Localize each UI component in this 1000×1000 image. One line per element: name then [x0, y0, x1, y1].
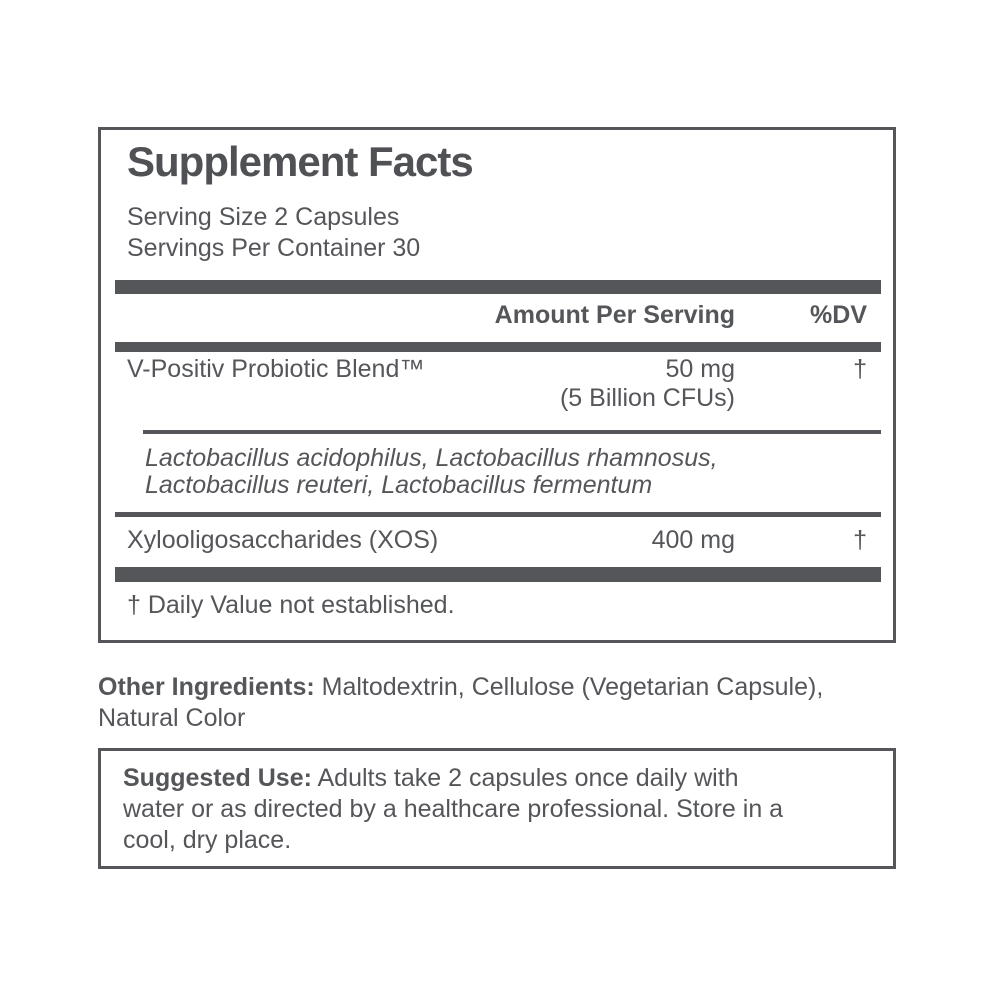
other-ingredients-text: Maltodextrin, Cellulose (Vegetarian Caps…: [314, 673, 824, 701]
panel-title: Supplement Facts: [127, 138, 474, 185]
suggested-use-line-3: cool, dry place.: [123, 826, 292, 854]
suggested-use-line-1: Suggested Use: Adults take 2 capsules on…: [123, 763, 883, 794]
supplement-facts-panel: Supplement Facts Serving Size 2 Capsules…: [98, 127, 896, 643]
ingredient-name: V-Positiv Probiotic Blend™: [127, 355, 425, 383]
amount-value: 50 mg: [665, 355, 735, 383]
ingredient-amount: 400 mg: [651, 526, 735, 554]
suggested-use-box: Suggested Use: Adults take 2 capsules on…: [98, 748, 896, 869]
ingredient-amount: 50 mg (5 Billion CFUs): [560, 355, 735, 413]
blend-ingredients-line-2: Lactobacillus reuteri, Lactobacillus fer…: [145, 471, 653, 499]
blend-ingredients-line-1: Lactobacillus acidophilus, Lactobacillus…: [145, 444, 718, 472]
other-ingredients-label: Other Ingredients:: [98, 673, 315, 701]
dv-header: %DV: [810, 301, 867, 329]
amount-detail: (5 Billion CFUs): [559, 384, 735, 412]
dv-dagger: †: [853, 526, 867, 554]
thick-rule-top: [115, 280, 881, 294]
blend-separator-rule: [143, 430, 881, 434]
supplement-facts-content: Supplement Facts Serving Size 2 Capsules…: [101, 130, 893, 640]
suggested-use-label: Suggested Use:: [123, 764, 312, 792]
thick-rule-bottom: [115, 567, 881, 582]
blend-ingredients: Lactobacillus acidophilus, Lactobacillus…: [145, 445, 718, 499]
other-ingredients: Other Ingredients: Maltodextrin, Cellulo…: [98, 672, 938, 734]
serving-size: Serving Size 2 Capsules: [127, 203, 400, 231]
servings-per-container: Servings Per Container 30: [127, 234, 421, 262]
suggested-use-line-2: water or as directed by a healthcare pro…: [123, 795, 784, 823]
column-header-row: Amount Per Serving %DV: [101, 300, 893, 331]
amount-per-serving-header: Amount Per Serving: [494, 301, 735, 329]
daily-value-footnote: † Daily Value not established.: [127, 591, 455, 619]
suggested-use-text: Suggested Use: Adults take 2 capsules on…: [101, 751, 893, 856]
ingredient-name: Xylooligosaccharides (XOS): [127, 526, 439, 554]
other-ingredients-line-1: Other Ingredients: Maltodextrin, Cellulo…: [98, 672, 938, 703]
row-separator-rule: [115, 512, 881, 517]
other-ingredients-line-2: Natural Color: [98, 704, 246, 732]
header-rule: [115, 342, 881, 352]
suggested-use-text-rest: Adults take 2 capsules once daily with: [311, 764, 739, 792]
dv-dagger: †: [853, 355, 867, 383]
